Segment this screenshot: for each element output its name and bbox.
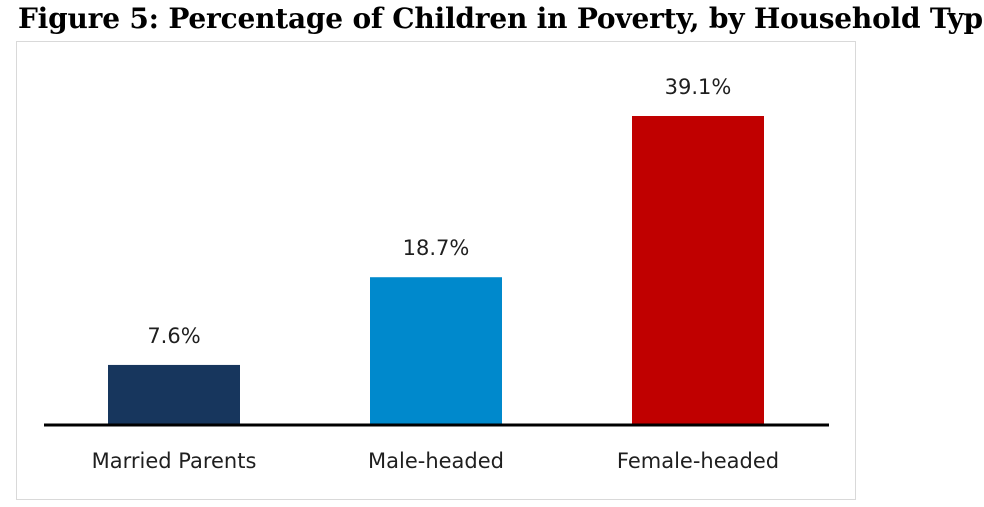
- bar-male-headed: [370, 277, 502, 425]
- category-tick-label: Male-headed: [368, 449, 504, 473]
- data-label: 7.6%: [147, 324, 200, 348]
- chart-area: [16, 41, 856, 500]
- data-label: 18.7%: [403, 236, 470, 260]
- category-tick-label: Female-headed: [617, 449, 779, 473]
- labels-group: 7.6% Married Parents 18.7% Male-headed 39.1%…: [92, 75, 780, 473]
- bar-female-headed: [632, 116, 764, 425]
- data-label: 39.1%: [665, 75, 732, 99]
- bars-group: [108, 116, 764, 425]
- category-tick-label: Married Parents: [92, 449, 257, 473]
- figure-title: Figure 5: Percentage of Children in Pove…: [18, 2, 984, 35]
- bar-married-parents: [108, 364, 240, 425]
